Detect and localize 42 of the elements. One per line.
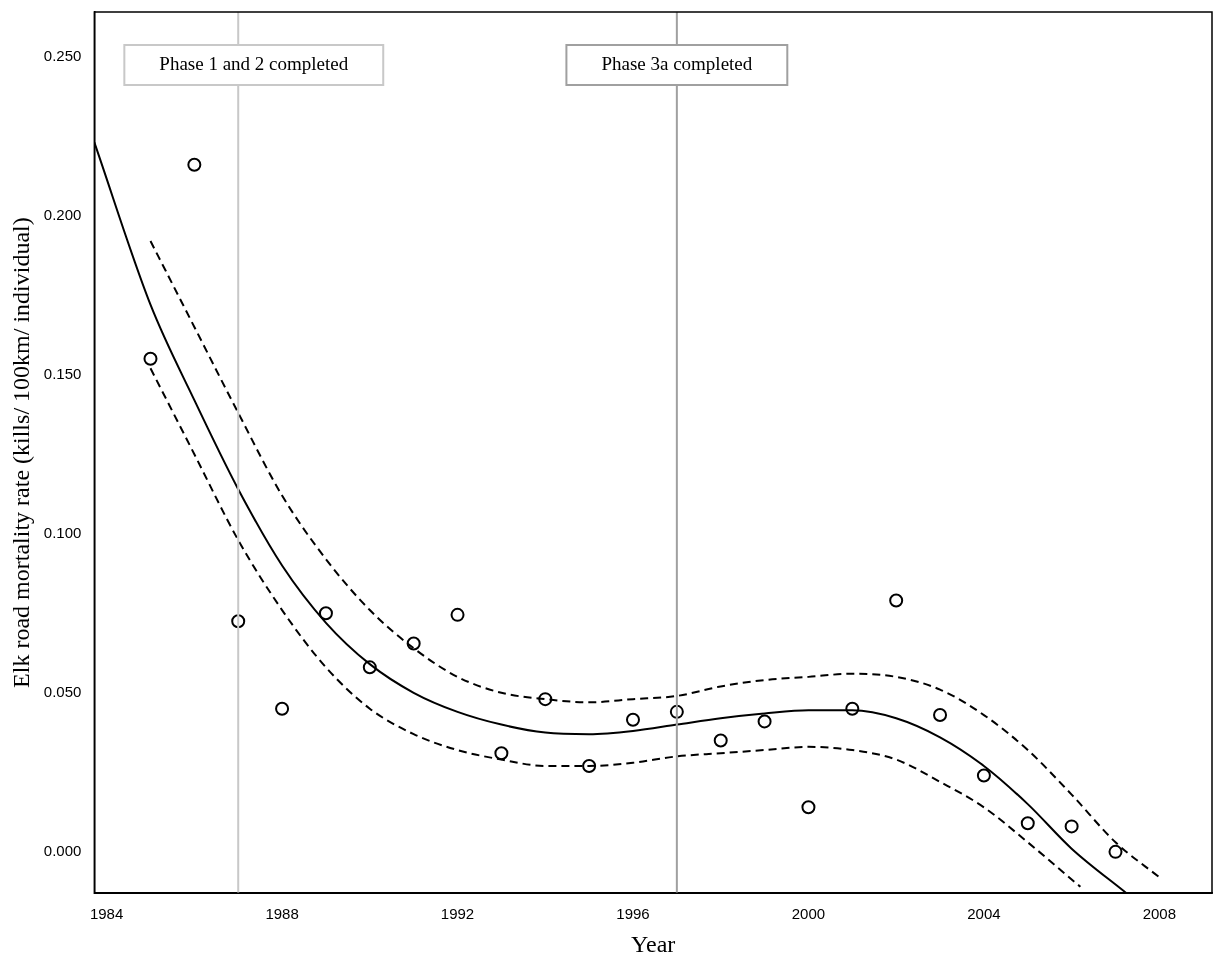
x-tick-label: 1992 (440, 905, 475, 923)
y-tick-label: 0.100 (43, 523, 82, 541)
point (582, 758, 597, 773)
point (976, 768, 991, 783)
line-series (149, 240, 1161, 879)
point (1108, 844, 1123, 859)
line-series (149, 367, 1082, 888)
point (450, 607, 465, 622)
point (494, 746, 509, 761)
x-tick-label: 1996 (616, 905, 650, 923)
y-axis-title: Elk road mortality rate (kills/ 100km/ individual) (7, 217, 34, 688)
point (1064, 819, 1079, 834)
point (143, 351, 158, 366)
point (1020, 816, 1035, 831)
x-tick-label: 2008 (1142, 905, 1177, 923)
x-axis-title: Year (631, 930, 676, 957)
point (933, 708, 948, 723)
y-tick-label: 0.150 (43, 364, 82, 382)
point (845, 701, 860, 716)
point (187, 157, 202, 172)
point (362, 660, 377, 675)
point (669, 704, 684, 719)
point (757, 714, 772, 729)
y-tick-label: 0.250 (43, 46, 82, 64)
point (275, 701, 290, 716)
ref-line-label: Phase 3a completed (601, 52, 753, 74)
x-tick-label: 2000 (791, 905, 826, 923)
point (889, 593, 904, 608)
point (406, 636, 421, 651)
x-tick-label: 1988 (265, 905, 299, 923)
point (801, 800, 816, 815)
y-tick-label: 0.000 (43, 841, 82, 859)
point (318, 606, 333, 621)
point (538, 692, 553, 707)
y-tick-label: 0.050 (43, 682, 82, 700)
y-tick-label: 0.200 (43, 205, 82, 223)
x-tick-label: 2004 (967, 905, 1001, 923)
point (231, 614, 246, 629)
ref-line-label: Phase 1 and 2 completed (159, 52, 349, 74)
point (625, 712, 640, 727)
x-tick-label: 1984 (89, 905, 124, 923)
point (713, 733, 728, 748)
